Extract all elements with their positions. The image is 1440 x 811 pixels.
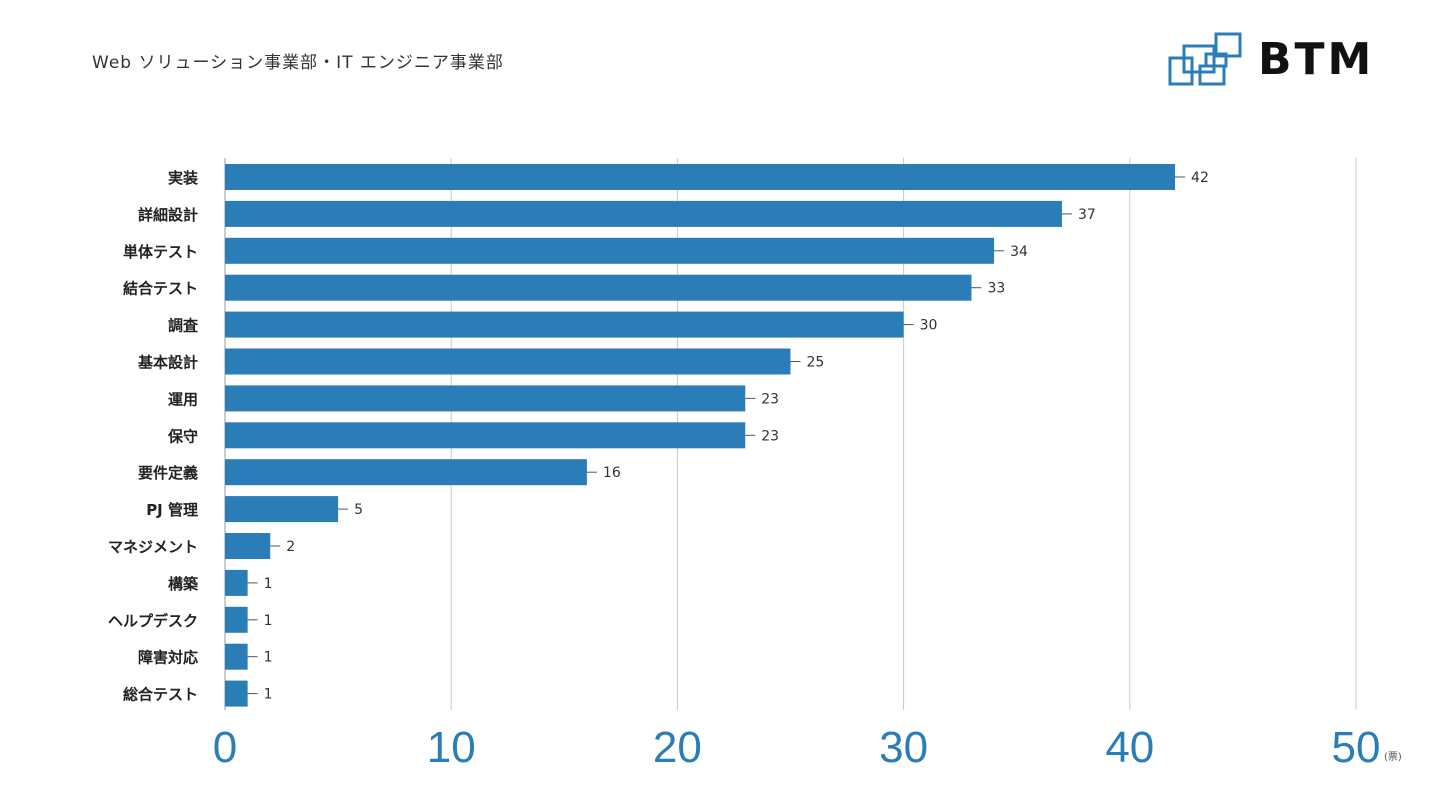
x-tick-label: 20: [653, 723, 702, 772]
value-label: 23: [761, 428, 779, 444]
bar: [225, 569, 248, 596]
category-label: PJ 管理: [146, 501, 198, 519]
bar: [225, 680, 248, 707]
bar: [225, 385, 746, 412]
value-label: 42: [1191, 170, 1209, 186]
x-unit-label: (票): [1384, 751, 1402, 763]
category-label: マネジメント: [108, 538, 198, 556]
x-tick-label: 50: [1332, 723, 1381, 772]
bar: [225, 422, 746, 449]
category-label: 単体テスト: [123, 243, 198, 261]
value-label: 37: [1078, 207, 1096, 223]
value-label: 33: [987, 281, 1005, 297]
category-label: 総合テスト: [123, 686, 198, 704]
category-label: ヘルプデスク: [108, 612, 198, 630]
category-label: 結合テスト: [123, 280, 198, 298]
bar: [225, 348, 791, 375]
value-label: 25: [807, 355, 825, 371]
value-label: 23: [761, 391, 779, 407]
value-label: 30: [920, 318, 938, 334]
category-label: 障害対応: [138, 649, 198, 667]
x-tick-label: 40: [1105, 723, 1154, 772]
value-label: 1: [264, 613, 273, 629]
category-label: 実装: [168, 169, 199, 187]
category-label: 保守: [167, 427, 198, 445]
bar: [225, 643, 248, 670]
value-label: 2: [286, 539, 295, 555]
x-tick-label: 30: [879, 723, 928, 772]
value-label: 5: [354, 502, 363, 518]
brand-logo: BTM: [1166, 30, 1406, 90]
category-label: 運用: [168, 390, 198, 408]
bar: [225, 237, 995, 264]
bar: [225, 496, 339, 523]
chart-subtitle: Web ソリューション事業部・IT エンジニア事業部: [92, 53, 504, 73]
category-label: 構築: [168, 575, 199, 593]
bar: [225, 606, 248, 633]
bar: [225, 164, 1176, 190]
bar: [225, 200, 1062, 227]
value-label: 34: [1010, 244, 1028, 260]
bar: [225, 274, 972, 301]
category-label: 調査: [168, 317, 199, 335]
category-label: 基本設計: [137, 354, 198, 372]
bar: [225, 459, 587, 486]
x-tick-label: 10: [427, 723, 476, 772]
value-label: 1: [264, 687, 273, 703]
x-tick-label: 0: [213, 723, 237, 772]
value-label: 16: [603, 465, 621, 481]
category-label: 要件定義: [138, 464, 198, 482]
bar: [225, 533, 271, 559]
logo-text: BTM: [1258, 34, 1375, 85]
category-label: 詳細設計: [138, 206, 198, 224]
value-label: 1: [264, 576, 273, 592]
bar: [225, 311, 904, 338]
logo-squares-icon: [1168, 32, 1242, 86]
value-label: 1: [264, 650, 273, 666]
